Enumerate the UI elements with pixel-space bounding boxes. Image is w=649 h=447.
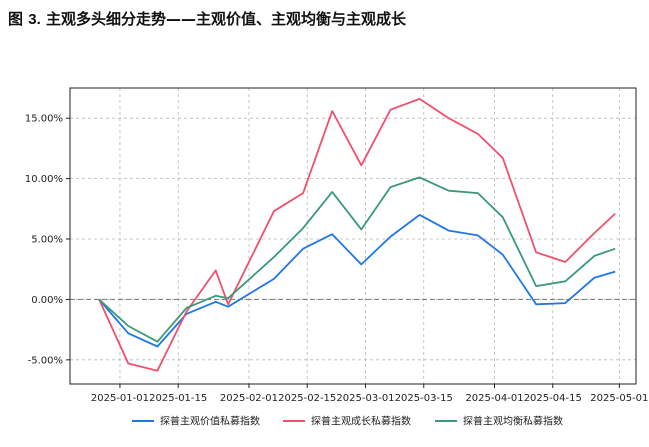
figure-title: 图 3. 主观多头细分走势——主观价值、主观均衡与主观成长 xyxy=(8,8,406,29)
figure-label-prefix: 图 xyxy=(8,10,24,28)
y-tick-label: 10.00% xyxy=(25,174,63,185)
plot-frame xyxy=(69,87,637,385)
y-tick-label: 15.00% xyxy=(25,114,63,125)
y-tick-label: -5.00% xyxy=(28,355,63,366)
x-tick-label: 2025-02-15 xyxy=(278,393,336,404)
x-tick-label: 2025-01-01 xyxy=(91,393,149,404)
legend-label-1: 探普主观价值私募指数 xyxy=(160,415,260,428)
y-tick-label: 0.00% xyxy=(31,295,63,306)
figure-title-text: 主观多头细分走势——主观价值、主观均衡与主观成长 xyxy=(46,10,407,28)
series-line-2 xyxy=(98,98,616,372)
series-line-3 xyxy=(98,176,616,343)
series-layer xyxy=(98,98,616,372)
legend: 探普主观价值私募指数 探普主观成长私募指数 探普主观均衡私募指数 xyxy=(132,415,563,428)
x-tick-labels: 2025-01-01 2025-01-15 2025-02-01 2025-02-15… xyxy=(91,384,648,404)
y-tick-labels: -5.00% 0.00% 5.00% 10.00% 15.00% xyxy=(25,114,70,366)
legend-label-3: 探普主观均衡私募指数 xyxy=(463,415,563,428)
series-line-1 xyxy=(98,213,616,348)
x-tick-label: 2025-04-15 xyxy=(524,393,582,404)
legend-label-2: 探普主观成长私募指数 xyxy=(311,415,411,428)
y-tick-label: 5.00% xyxy=(31,235,63,246)
x-tick-label: 2025-04-01 xyxy=(465,393,523,404)
x-tick-label: 2025-01-15 xyxy=(149,393,207,404)
x-tick-label: 2025-03-01 xyxy=(336,393,394,404)
x-tick-label: 2025-05-01 xyxy=(590,393,648,404)
figure-number: 3. xyxy=(28,11,41,28)
x-tick-label: 2025-03-15 xyxy=(395,393,453,404)
x-tick-label: 2025-02-01 xyxy=(220,393,278,404)
